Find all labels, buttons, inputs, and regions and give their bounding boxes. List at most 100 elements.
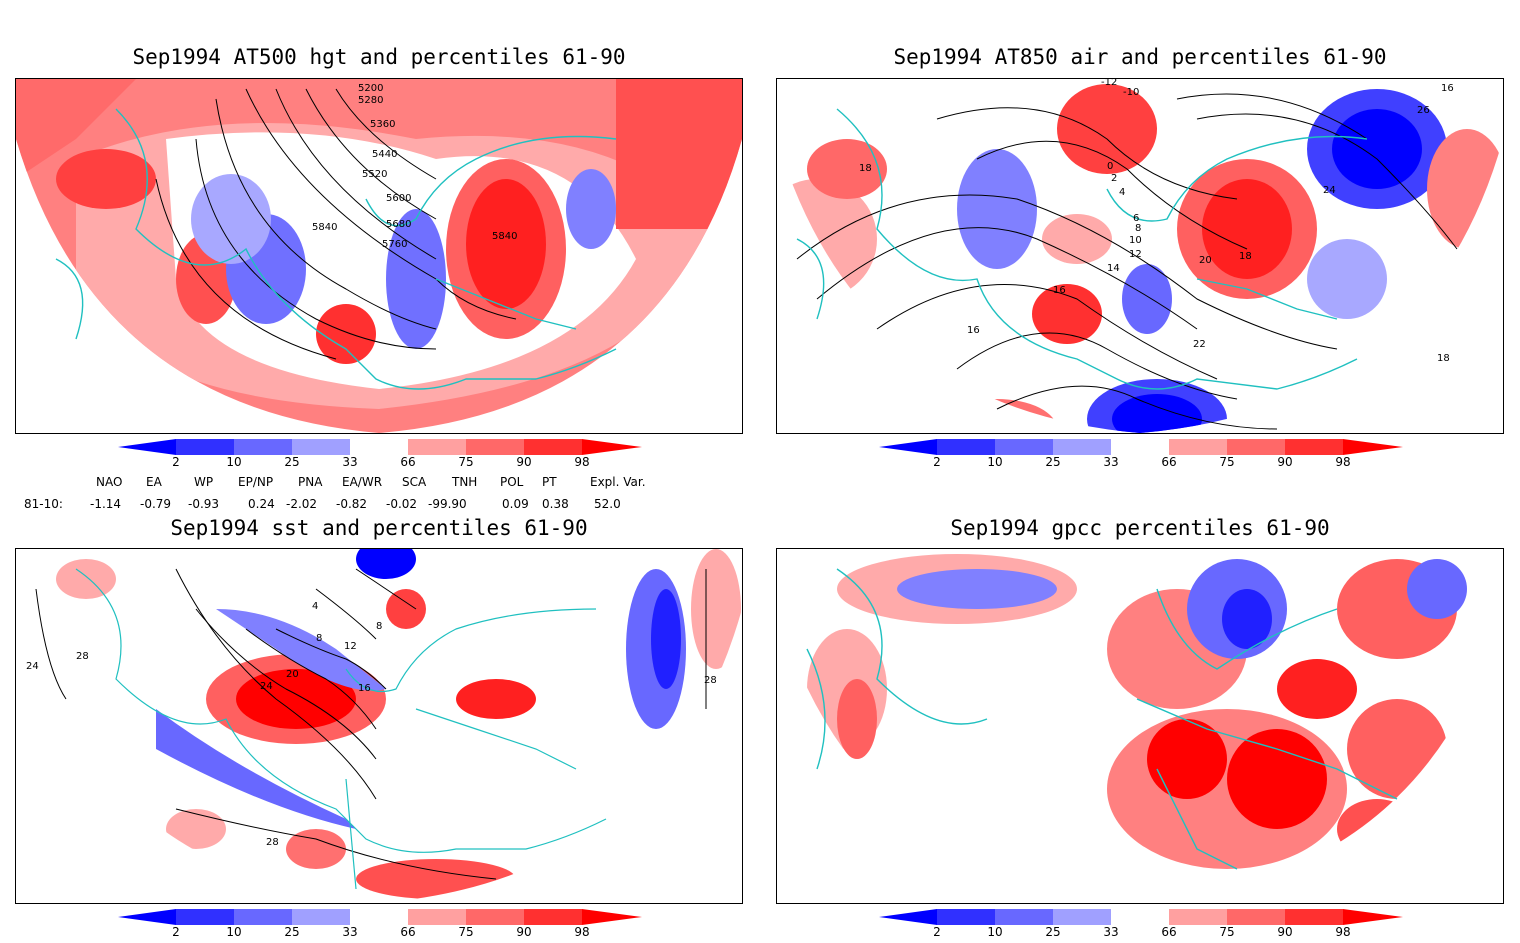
index-header: POL [500,475,524,489]
index-value: -0.02 [386,497,418,511]
index-value: -99.90 [428,497,467,511]
contour-label: 18 [1239,251,1252,262]
colorbar-tick: 25 [1045,455,1061,469]
index-value: -0.93 [188,497,220,511]
contour-label: 5840 [492,231,517,242]
index-row-label: 81-10: [24,497,63,511]
map-panel-sst: 24 28 28 24 20 16 12 8 4 8 28 [15,548,743,904]
index-header: Expl. Var. [590,475,646,489]
index-value: -0.79 [140,497,172,511]
colorbar-tick: 90 [516,925,532,939]
contour-label: 20 [286,669,299,680]
index-value: 0.38 [542,497,569,511]
contour-label: 8 [316,633,322,644]
colorbar-tick: 33 [1103,925,1119,939]
contour-label: 24 [1323,185,1336,196]
colorbar-tick: 10 [987,455,1003,469]
contour-label: 8 [1135,223,1141,234]
colorbar-tick: 33 [1103,455,1119,469]
panel-title-air850: Sep1994 AT850 air and percentiles 61-90 [893,45,1387,69]
index-header: EA/WR [342,475,383,489]
index-header: EA [146,475,162,489]
map-panel-gpcc [776,548,1504,904]
contour-label: -12 [1101,79,1117,88]
index-value: 0.09 [502,497,529,511]
contour-label: 12 [1129,249,1142,260]
contour-label: 5360 [370,119,395,130]
index-header: EP/NP [238,475,274,489]
contour-label: 5680 [386,219,411,230]
colorbar-tick: 75 [1219,925,1235,939]
colorbar-tick: 66 [400,925,416,939]
contour-label: 24 [260,681,273,692]
contour-label: 16 [1441,83,1454,94]
contour-label: 26 [1417,105,1430,116]
contour-label: 5200 [358,83,383,94]
map-panel-hgt500: 5200 5280 5360 5440 5520 5600 5680 5760 … [15,78,743,434]
colorbar-tick: 66 [400,455,416,469]
contour-label: 22 [1193,339,1206,350]
colorbar-gpcc: 2 10 25 33 66 75 90 98 [879,909,1409,943]
index-header: TNH [452,475,478,489]
contour-label: 12 [344,641,357,652]
colorbar-tick: 90 [1277,455,1293,469]
contour-label: 14 [1107,263,1120,274]
map-panel-air850: -12 -10 0 2 4 6 8 10 12 14 16 18 18 20 2… [776,78,1504,434]
colorbar-tick: 75 [458,455,474,469]
colorbar-tick: 2 [172,455,180,469]
contour-label: -10 [1123,87,1139,98]
panel-title-hgt500: Sep1994 AT500 hgt and percentiles 61-90 [132,45,626,69]
colorbar-tick: 75 [1219,455,1235,469]
colorbar-tick: 75 [458,925,474,939]
contour-label: 18 [859,163,872,174]
colorbar-tick: 2 [933,455,941,469]
colorbar-tick: 25 [1045,925,1061,939]
colorbar-tick: 10 [226,455,242,469]
contour-label: 4 [312,601,318,612]
colorbar-tick: 25 [284,925,300,939]
index-value: -2.02 [286,497,318,511]
colorbar-tick: 10 [226,925,242,939]
contour-label: 10 [1129,235,1142,246]
index-value: 52.0 [594,497,621,511]
colorbar-tick: 98 [1335,925,1351,939]
colorbar-tick: 98 [1335,455,1351,469]
colorbar-tick: 2 [172,925,180,939]
contour-label: 16 [358,683,371,694]
contour-label: 16 [1053,285,1066,296]
colorbar-tick: 25 [284,455,300,469]
contour-label: 6 [1133,213,1139,224]
index-header: PT [542,475,557,489]
colorbar-tick: 33 [342,455,358,469]
colorbar-tick: 98 [574,455,590,469]
contour-label: 16 [967,325,980,336]
contour-label: 5440 [372,149,397,160]
contour-label: 5760 [382,239,407,250]
colorbar-tick: 98 [574,925,590,939]
colorbar-sst: 2 10 25 33 66 75 90 98 [118,909,648,943]
index-header: SCA [402,475,427,489]
contour-label: 5600 [386,193,411,204]
colorbar-tick: 66 [1161,925,1177,939]
contour-label: 28 [76,651,89,662]
colorbar-tick: 90 [516,455,532,469]
contour-label: 28 [266,837,279,848]
contour-label: 24 [26,661,39,672]
index-header: NAO [96,475,123,489]
contour-label: 20 [1199,255,1212,266]
colorbar-air850: 2 10 25 33 66 75 90 98 [879,439,1409,473]
contour-label: 5520 [362,169,387,180]
colorbar-tick: 66 [1161,455,1177,469]
contour-label: 8 [376,621,382,632]
index-value: 0.24 [248,497,275,511]
index-value: -1.14 [90,497,122,511]
panel-title-gpcc: Sep1994 gpcc percentiles 61-90 [950,516,1330,540]
contour-label: 18 [1437,353,1450,364]
contour-label: 2 [1111,173,1117,184]
colorbar-tick: 2 [933,925,941,939]
contour-label: 5840 [312,222,337,233]
contour-label: 4 [1119,187,1125,198]
colorbar-hgt500: 2 10 25 33 66 75 90 98 [118,439,648,473]
index-value: -0.82 [336,497,368,511]
index-table: NAO EA WP EP/NP PNA EA/WR SCA TNH POL PT… [0,475,760,515]
